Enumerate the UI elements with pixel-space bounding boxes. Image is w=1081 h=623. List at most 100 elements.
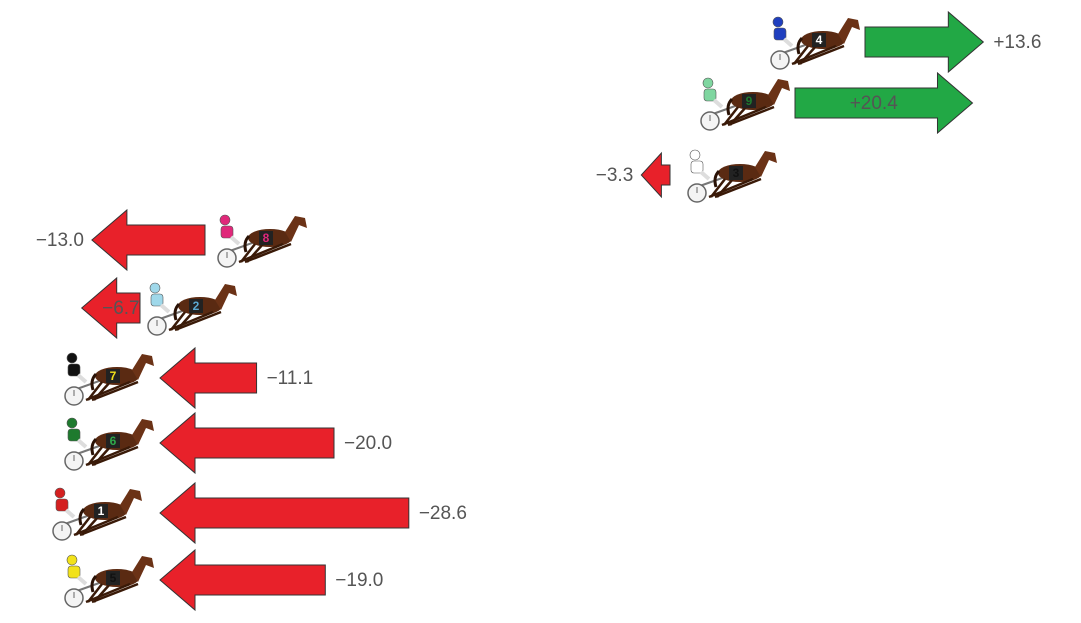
horse-tail <box>90 437 98 456</box>
horse: 6 <box>64 417 154 471</box>
horse-leg <box>174 310 222 332</box>
value-label: −13.0 <box>36 230 84 251</box>
horse-leg <box>244 242 292 264</box>
horse-tail <box>796 36 804 55</box>
jockey-body <box>67 565 81 579</box>
value-label: −19.0 <box>335 570 383 591</box>
saddle-cloth <box>106 571 120 585</box>
horse: 8 <box>217 214 307 268</box>
value-label: −6.7 <box>102 298 140 319</box>
horse: 9 <box>700 77 790 131</box>
jockey-helmet <box>219 214 231 226</box>
arrow <box>159 481 410 545</box>
value-label: −28.6 <box>419 503 467 524</box>
horse-leg <box>721 105 767 127</box>
saddle-cloth <box>729 166 743 180</box>
jockey-helmet <box>66 554 78 566</box>
horse-neck <box>755 151 777 177</box>
jockey-leg <box>76 373 88 384</box>
arrow <box>159 346 258 410</box>
horse-leg <box>85 582 131 604</box>
arrow <box>159 411 335 475</box>
horse-number: 7 <box>110 369 117 383</box>
horse-tail <box>726 97 734 116</box>
horse-leg <box>91 445 139 467</box>
horse-tail <box>90 372 98 391</box>
arrow <box>80 276 141 340</box>
horse-leg <box>708 177 754 199</box>
saddle-cloth <box>742 94 756 108</box>
saddle-cloth <box>189 299 203 313</box>
horse-neck <box>215 284 237 310</box>
saddle-cloth <box>106 369 120 383</box>
horse-leg <box>238 242 284 264</box>
jockey-body <box>67 363 81 377</box>
horse-number: 6 <box>110 434 117 448</box>
horse-neck <box>120 489 142 515</box>
horse-leg <box>73 515 119 537</box>
jockey-leg <box>76 438 88 449</box>
saddle-cloth <box>106 434 120 448</box>
horse-tail <box>173 302 181 321</box>
horse-number: 8 <box>263 231 270 245</box>
jockey-helmet <box>66 352 78 364</box>
horse: 4 <box>770 16 860 70</box>
horse-leg <box>727 105 775 127</box>
horse-neck <box>838 18 860 44</box>
horse-leg <box>85 380 131 402</box>
arrow <box>640 151 671 199</box>
horse: 7 <box>64 352 154 406</box>
jockey-body <box>55 498 69 512</box>
jockey-helmet <box>54 487 66 499</box>
jockey-leg <box>699 170 711 181</box>
horse-leg <box>91 380 139 402</box>
horse-tail <box>78 507 86 526</box>
horse-neck <box>132 354 154 380</box>
jockey-helmet <box>702 77 714 89</box>
horse-number: 5 <box>110 571 117 585</box>
horse-leg <box>797 44 845 66</box>
horse-leg <box>714 177 762 199</box>
horse-leg <box>168 310 214 332</box>
jockey-body <box>220 225 234 239</box>
jockey-body <box>703 88 717 102</box>
jockey-body <box>67 428 81 442</box>
arrow <box>159 548 326 612</box>
jockey-leg <box>159 303 171 314</box>
horse-leg <box>79 515 127 537</box>
horse-tail <box>713 169 721 188</box>
arrow <box>91 208 206 272</box>
horse: 5 <box>64 554 154 608</box>
horse-number: 2 <box>193 299 200 313</box>
arrow <box>864 10 985 74</box>
value-label: −3.3 <box>596 165 634 186</box>
jockey-helmet <box>149 282 161 294</box>
horse: 1 <box>52 487 142 541</box>
horse-neck <box>768 79 790 105</box>
horse-tail <box>90 574 98 593</box>
jockey-body <box>773 27 787 41</box>
value-label: −20.0 <box>344 433 392 454</box>
horse-leg <box>91 582 139 604</box>
horse-number: 4 <box>816 33 823 47</box>
arrow <box>794 71 974 135</box>
saddle-cloth <box>259 231 273 245</box>
horse-neck <box>132 556 154 582</box>
horse-neck <box>132 419 154 445</box>
jockey-helmet <box>772 16 784 28</box>
horse: 3 <box>687 149 777 203</box>
value-label: +13.6 <box>993 32 1041 53</box>
jockey-leg <box>64 508 76 519</box>
horse-number: 9 <box>746 94 753 108</box>
jockey-helmet <box>66 417 78 429</box>
horse-tail <box>243 234 251 253</box>
jockey-body <box>690 160 704 174</box>
saddle-cloth <box>812 33 826 47</box>
jockey-body <box>150 293 164 307</box>
horse-neck <box>285 216 307 242</box>
jockey-leg <box>229 235 241 246</box>
horse-leg <box>85 445 131 467</box>
value-label: −11.1 <box>267 368 314 389</box>
jockey-helmet <box>689 149 701 161</box>
